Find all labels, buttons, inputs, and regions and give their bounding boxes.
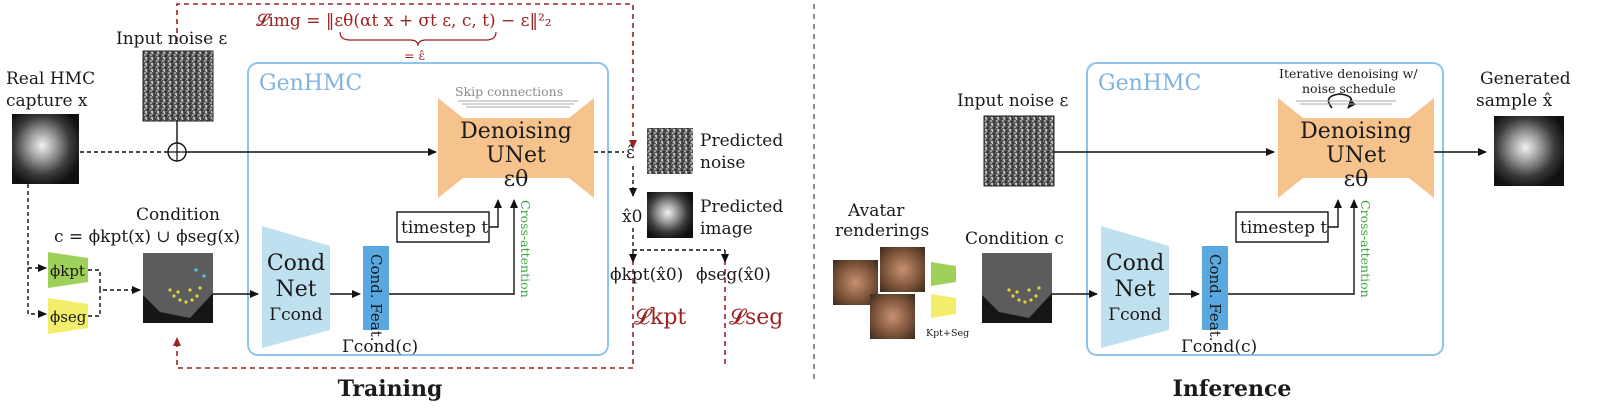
inference-panel: GenHMC Input noise ε Iterative denoising…: [833, 62, 1571, 402]
eps-hat-label: ε̂: [626, 143, 635, 163]
predicted-image-label-2: image: [700, 219, 753, 239]
cond-net-training: [262, 226, 330, 348]
eps-hat-brace: [339, 31, 497, 47]
genhmc-box-inference: [1086, 62, 1444, 356]
inference-unet-label-3: εθ: [1344, 167, 1369, 192]
real-hmc-image: [12, 114, 79, 184]
inference-input-noise-label: Input noise ε: [957, 91, 1069, 111]
predicted-noise-image: [647, 128, 693, 174]
inference-timestep-label: timestep t: [1240, 218, 1327, 238]
genhmc-label-inference: GenHMC: [1098, 71, 1201, 96]
avatar-render-3: [870, 294, 915, 339]
predicted-noise-label-2: noise: [700, 153, 745, 173]
cond-feat-training: [363, 246, 389, 330]
generated-sample-image: [1494, 116, 1564, 186]
loss-seg-label: 𝓛seg: [729, 305, 783, 330]
loss-img-equation: 𝓛img = ‖εθ(αt x + σt ε, c, t) − ε‖²₂: [256, 11, 552, 31]
inference-unet-label-2: UNet: [1326, 143, 1386, 168]
input-noise-image: [142, 50, 214, 122]
inference-kpt-block: [931, 262, 956, 286]
iterative-label-1: Iterative denoising w/: [1279, 66, 1418, 81]
unet-label-2: UNet: [486, 143, 546, 168]
cond-net-label-3: Γcond: [269, 305, 323, 325]
inference-title: Inference: [1173, 376, 1292, 402]
condition-label: Condition: [136, 205, 220, 225]
predicted-image-label-1: Predicted: [700, 197, 783, 217]
inference-cross-attention-label: Cross-attention: [1358, 200, 1373, 298]
input-noise-label: Input noise ε: [116, 29, 228, 49]
training-title: Training: [338, 376, 443, 402]
gamma-c-label: Γcond(c): [342, 337, 418, 357]
genhmc-box-training: [247, 62, 609, 356]
generated-label-2: sample x̂: [1476, 91, 1553, 111]
eps-hat-brace-label: = ε̂: [404, 48, 425, 63]
phi-seg-x0-label: ϕseg(x̂0): [696, 265, 771, 285]
loss-kpt-feedback-line: [173, 260, 634, 369]
phi-seg-label: ϕseg: [50, 308, 87, 326]
cond-net-label-2: Net: [275, 277, 316, 302]
phi-seg-block: [48, 298, 88, 334]
denoising-unet-inference: [1278, 98, 1434, 198]
phi-kpt-block: [48, 252, 88, 288]
training-panel: 𝓛img = ‖εθ(αt x + σt ε, c, t) − ε‖²₂ = ε…: [6, 3, 783, 402]
avatar-label-1: Avatar: [847, 201, 905, 221]
inference-cond-feat-label: Cond. Feat.: [1206, 254, 1224, 342]
kpt-seg-label: Kpt+Seg: [926, 328, 969, 339]
inference-gamma-c-label: Γcond(c): [1181, 337, 1257, 357]
cross-attention-label: Cross-attention: [518, 200, 533, 298]
inference-cond-net-label-2: Net: [1114, 277, 1155, 302]
unet-label-1: Denoising: [460, 119, 572, 144]
inference-condition-label: Condition c: [965, 229, 1064, 249]
predicted-image: [647, 192, 693, 238]
x0-hat-label: x̂0: [622, 207, 642, 227]
cond-net-label-1: Cond: [267, 251, 325, 276]
inference-cond-net-label-1: Cond: [1106, 251, 1164, 276]
condition-equation: c = ϕkpt(x) ∪ ϕseg(x): [54, 227, 240, 247]
iterative-loop-arrow: [1327, 93, 1357, 109]
generated-label-1: Generated: [1480, 69, 1571, 89]
inference-cond-net-label-3: Γcond: [1108, 305, 1162, 325]
cond-feat-label: Cond. Feat.: [367, 254, 385, 342]
predicted-noise-label-1: Predicted: [700, 131, 783, 151]
inference-unet-label-1: Denoising: [1300, 119, 1412, 144]
phi-kpt-label: ϕkpt: [50, 262, 85, 280]
keypoints-overlay: [168, 286, 202, 304]
denoising-unet-training: [438, 98, 594, 198]
loss-kpt-label: 𝓛kpt: [634, 305, 686, 330]
avatar-render-2: [880, 247, 925, 292]
phi-kpt-x0-label: ϕkpt(x̂0): [610, 265, 683, 285]
loss-img-feedback-line: [176, 3, 637, 149]
iterative-label-2: noise schedule: [1302, 81, 1396, 96]
inference-input-noise-image: [983, 115, 1055, 187]
real-capture-label-2: capture x: [6, 91, 88, 111]
genhmc-label-training: GenHMC: [259, 71, 362, 96]
unet-label-3: εθ: [504, 167, 529, 192]
skip-connections-label: Skip connections: [455, 84, 563, 99]
timestep-label: timestep t: [401, 218, 488, 238]
cond-feat-inference: [1202, 246, 1228, 330]
cond-net-inference: [1101, 226, 1169, 348]
real-capture-label-1: Real HMC: [6, 69, 95, 89]
avatar-label-2: renderings: [835, 221, 929, 241]
inference-seg-block: [931, 294, 956, 318]
